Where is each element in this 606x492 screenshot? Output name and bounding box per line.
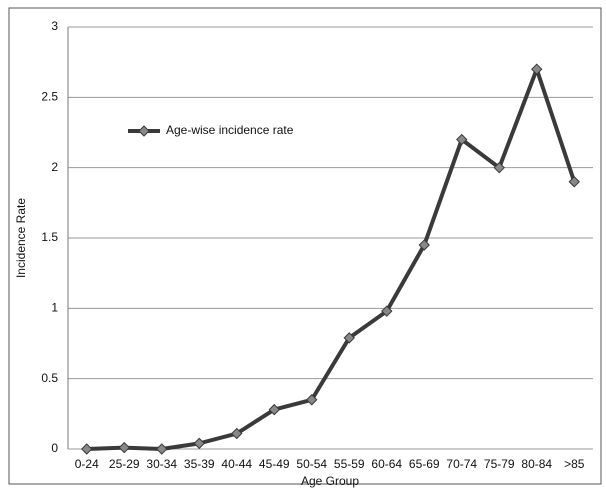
x-tick-label: >85 [564,457,585,471]
x-tick-label: 50-54 [296,457,327,471]
point-marker [193,437,205,450]
x-tick-label: 30-34 [146,457,177,471]
x-tick-label: 70-74 [446,457,477,471]
point-marker [268,403,280,416]
point-marker [231,427,243,440]
legend-marker [138,125,150,137]
y-tick-label: 1.5 [41,230,58,244]
x-tick-label: 60-64 [371,457,402,471]
series-line [86,67,577,451]
y-tick-label: 0.5 [41,371,58,385]
x-axis-label: Age Group [301,474,359,488]
point-marker [306,394,318,406]
x-tick-label: 45-49 [259,457,290,471]
legend-label: Age-wise incidence rate [166,123,294,137]
y-tick-label: 1 [51,301,58,315]
point-marker [81,443,93,455]
x-tick-label: 65-69 [409,457,440,471]
x-tick-label: 0-24 [75,457,99,471]
x-tick-label: 75-79 [484,457,515,471]
x-tick-label: 80-84 [521,457,552,471]
y-axis-label: Incidence Rate [14,198,28,278]
y-tick-label: 0 [51,441,58,455]
point-marker [418,239,430,251]
point-marker [156,443,168,455]
point-marker [118,441,130,454]
point-marker [568,176,580,188]
point-marker [493,161,505,174]
point-marker [343,332,355,344]
y-tick-label: 2.5 [41,90,58,104]
chart-frame [8,7,602,485]
point-marker [531,63,543,75]
y-tick-label: 2 [51,160,58,174]
x-tick-label: 55-59 [334,457,365,471]
x-tick-label: 40-44 [221,457,252,471]
x-tick-label: 35-39 [184,457,215,471]
x-tick-label: 25-29 [109,457,140,471]
y-tick-label: 3 [51,19,58,33]
point-marker [456,133,468,146]
point-marker [381,305,393,317]
